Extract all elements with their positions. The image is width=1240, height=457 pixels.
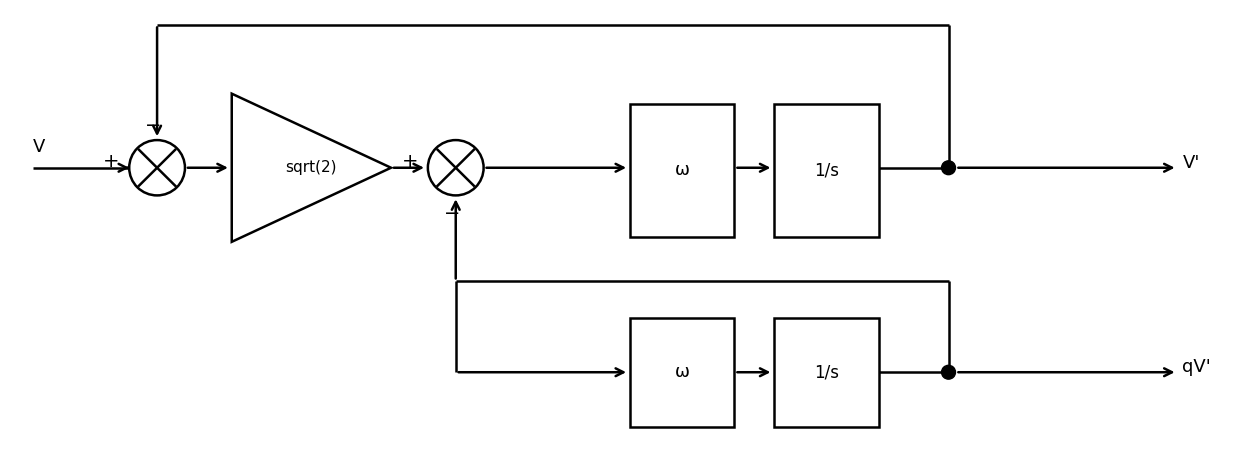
Text: 1/s: 1/s xyxy=(815,363,839,381)
Text: ω: ω xyxy=(675,161,689,179)
Text: qV': qV' xyxy=(1183,358,1211,376)
FancyBboxPatch shape xyxy=(774,104,879,237)
Text: V': V' xyxy=(1183,154,1200,172)
FancyBboxPatch shape xyxy=(630,104,734,237)
FancyBboxPatch shape xyxy=(630,318,734,426)
Text: +: + xyxy=(402,152,418,171)
Circle shape xyxy=(941,161,956,175)
Text: sqrt(2): sqrt(2) xyxy=(285,160,337,175)
Text: −: − xyxy=(444,204,460,223)
Text: −: − xyxy=(145,116,161,135)
Text: V: V xyxy=(32,138,45,156)
FancyBboxPatch shape xyxy=(774,318,879,426)
Text: 1/s: 1/s xyxy=(815,161,839,179)
Text: +: + xyxy=(103,152,119,171)
Circle shape xyxy=(941,365,956,379)
Text: ω: ω xyxy=(675,363,689,381)
